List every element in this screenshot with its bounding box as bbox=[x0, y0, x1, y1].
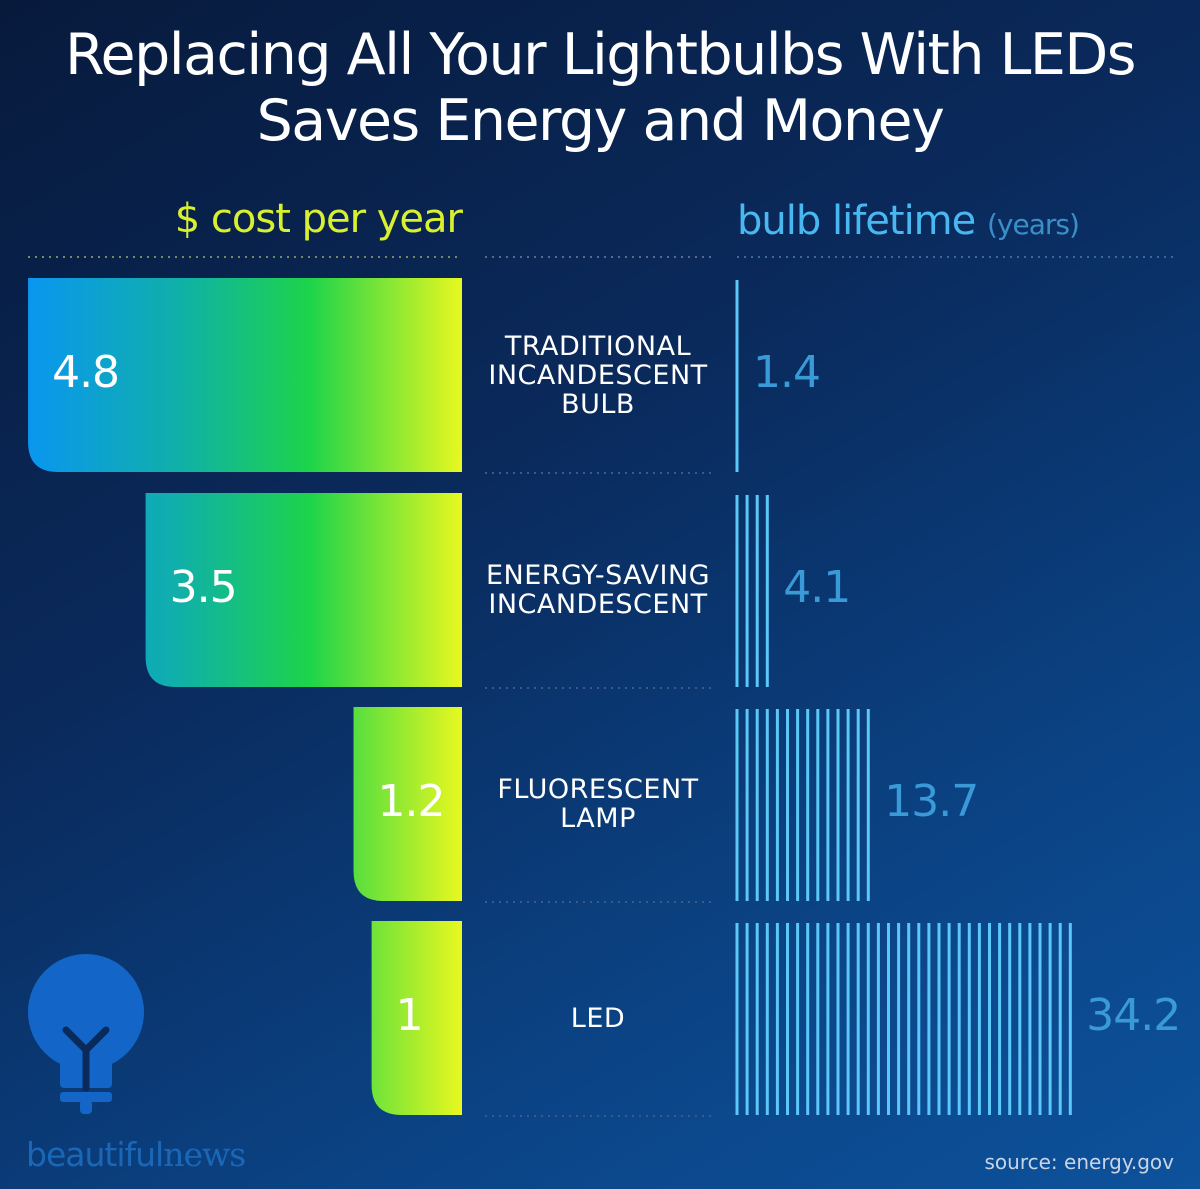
lifetime-value-label: 4.1 bbox=[783, 562, 851, 613]
lifetime-value-label: 1.4 bbox=[753, 347, 821, 398]
lifetime-unit: (years) bbox=[986, 208, 1080, 241]
brand-logo: beautifulnews bbox=[26, 1135, 246, 1174]
lifetime-series-heading: bulb lifetime (years) bbox=[737, 198, 1080, 244]
category-label: ENERGY-SAVING INCANDESCENT bbox=[470, 561, 726, 619]
chart-title: Replacing All Your Lightbulbs With LEDs … bbox=[0, 22, 1200, 154]
cost-bars bbox=[28, 278, 463, 1115]
title-line-1: Replacing All Your Lightbulbs With LEDs bbox=[64, 22, 1137, 88]
category-label-line: INCANDESCENT bbox=[488, 359, 708, 391]
lifetime-bars bbox=[735, 280, 1072, 1115]
source-note: source: energy.gov bbox=[984, 1150, 1174, 1174]
cost-series-heading: $ cost per year bbox=[174, 196, 463, 242]
lifetime-value-label: 34.2 bbox=[1086, 990, 1181, 1041]
category-label-line: FLUORESCENT bbox=[497, 774, 699, 805]
cost-bar bbox=[28, 278, 463, 472]
category-label-line: INCANDESCENT bbox=[488, 589, 708, 620]
cost-value-label: 1 bbox=[395, 990, 424, 1041]
dotted-dividers bbox=[28, 256, 1175, 1117]
lightbulb-icon bbox=[28, 954, 144, 1114]
lifetime-value-label: 13.7 bbox=[884, 776, 979, 827]
title-line-2: Saves Energy and Money bbox=[256, 88, 945, 154]
cost-value-label: 3.5 bbox=[169, 562, 238, 613]
cost-bar bbox=[353, 707, 462, 901]
category-label-line: LED bbox=[570, 1002, 626, 1034]
brand-text-serif: news bbox=[163, 1135, 246, 1174]
category-label-line: ENERGY-SAVING bbox=[485, 560, 711, 591]
cost-value-label: 1.2 bbox=[377, 776, 446, 827]
lifetime-heading-text: bulb lifetime bbox=[737, 198, 976, 244]
cost-bar bbox=[145, 493, 462, 687]
category-label-line: LAMP bbox=[560, 803, 636, 834]
cost-value-label: 4.8 bbox=[52, 347, 120, 398]
category-label-line: TRADITIONAL bbox=[504, 330, 692, 362]
category-label: TRADITIONAL INCANDESCENT BULB bbox=[470, 332, 726, 419]
category-label-line: BULB bbox=[561, 388, 635, 420]
category-label: FLUORESCENT LAMP bbox=[470, 775, 726, 833]
cost-bar bbox=[371, 921, 462, 1115]
category-label: LED bbox=[470, 1004, 726, 1033]
brand-text-light: beautiful bbox=[26, 1135, 164, 1174]
